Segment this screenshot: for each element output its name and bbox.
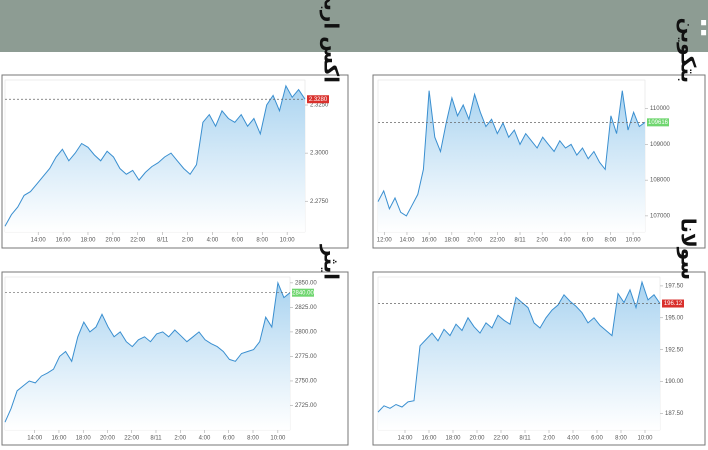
- y-tick-label: 2850.00: [295, 280, 317, 286]
- x-tick-label: 8/11: [150, 436, 162, 442]
- current-price-label: 2840.00: [292, 290, 314, 296]
- x-tick-label: 6:00: [591, 436, 603, 442]
- x-tick-label: 8/11: [157, 238, 169, 244]
- x-tick-label: 14:00: [399, 238, 415, 244]
- header-band: [0, 0, 708, 52]
- x-tick-label: 20:00: [100, 436, 116, 442]
- chart-title: ايثر: [320, 244, 344, 280]
- chart-title: سولانا: [677, 218, 701, 280]
- y-tick-label: 190.00: [665, 379, 684, 385]
- y-tick-label: 2.3250: [310, 103, 329, 109]
- area-fill: [378, 282, 660, 430]
- y-tick-label: 2750.00: [295, 379, 317, 385]
- y-tick-label: 187.50: [665, 411, 684, 417]
- x-tick-label: 22:00: [490, 238, 506, 244]
- current-price-label: 196.12: [664, 301, 683, 307]
- x-tick-label: 8:00: [247, 436, 259, 442]
- x-tick-label: 6:00: [231, 238, 243, 244]
- current-price-box: [307, 95, 329, 104]
- x-tick-label: 8/11: [514, 238, 526, 244]
- area-fill: [5, 282, 290, 430]
- x-tick-label: 10:00: [270, 436, 286, 442]
- x-tick-label: 16:00: [422, 238, 438, 244]
- current-price-box: [647, 118, 669, 127]
- x-tick-label: 20:00: [469, 436, 485, 442]
- x-tick-label: 10:00: [637, 436, 653, 442]
- x-tick-label: 22:00: [130, 238, 146, 244]
- price-line: [377, 280, 661, 413]
- y-tick-label: 2775.00: [295, 354, 317, 360]
- x-tick-label: 12:00: [377, 238, 393, 244]
- x-tick-label: 8:00: [256, 238, 268, 244]
- price-line: [377, 90, 646, 217]
- x-tick-label: 16:00: [421, 436, 437, 442]
- y-tick-label: 2725.00: [295, 403, 317, 409]
- y-tick-label: 109000: [650, 142, 671, 148]
- current-price-box: [292, 288, 314, 297]
- x-tick-label: 22:00: [124, 436, 140, 442]
- x-tick-label: 14:00: [27, 436, 43, 442]
- chart-title: اكس اربي: [319, 0, 344, 83]
- x-tick-label: 4:00: [559, 238, 571, 244]
- x-tick-label: 20:00: [467, 238, 483, 244]
- price-line: [4, 84, 306, 227]
- y-tick-label: 197.50: [665, 284, 684, 290]
- header-title: تحركات العملات الرقمية:: [698, 9, 708, 42]
- x-tick-label: 2:00: [182, 238, 194, 244]
- y-tick-label: 110000: [650, 106, 670, 112]
- x-tick-label: 14:00: [31, 238, 47, 244]
- y-tick-label: 107000: [650, 213, 671, 219]
- area-fill: [378, 90, 645, 232]
- x-tick-label: 10:00: [280, 238, 296, 244]
- current-price-label: 2.3280: [309, 97, 328, 103]
- x-tick-label: 2:00: [174, 436, 186, 442]
- current-price-label: 109616: [648, 120, 669, 126]
- x-tick-label: 16:00: [56, 238, 72, 244]
- x-tick-label: 8/11: [519, 436, 531, 442]
- area-fill: [5, 85, 305, 232]
- y-tick-label: 2825.00: [295, 305, 317, 311]
- x-tick-label: 4:00: [567, 436, 579, 442]
- x-tick-label: 10:00: [626, 238, 642, 244]
- x-tick-label: 22:00: [493, 436, 509, 442]
- x-tick-label: 14:00: [397, 436, 413, 442]
- x-tick-label: 4:00: [207, 238, 219, 244]
- x-tick-label: 2:00: [543, 436, 555, 442]
- x-tick-label: 18:00: [80, 238, 96, 244]
- x-tick-label: 8:00: [615, 436, 627, 442]
- y-tick-label: 108000: [650, 178, 671, 184]
- y-tick-label: 2.2750: [310, 199, 329, 205]
- x-tick-label: 6:00: [223, 436, 235, 442]
- x-tick-label: 16:00: [51, 436, 67, 442]
- x-tick-label: 18:00: [76, 436, 92, 442]
- y-tick-label: 2.3000: [310, 151, 329, 157]
- current-price-box: [662, 299, 684, 308]
- y-tick-label: 2800.00: [295, 330, 317, 336]
- y-tick-label: 195.00: [665, 315, 684, 321]
- chart-title: بتكوين: [677, 18, 701, 83]
- x-tick-label: 8:00: [605, 238, 617, 244]
- x-tick-label: 2:00: [536, 238, 548, 244]
- price-line: [4, 280, 291, 423]
- y-tick-label: 192.50: [665, 347, 684, 353]
- x-tick-label: 18:00: [444, 238, 460, 244]
- x-tick-label: 18:00: [445, 436, 461, 442]
- x-tick-label: 20:00: [105, 238, 121, 244]
- x-tick-label: 6:00: [582, 238, 594, 244]
- x-tick-label: 4:00: [199, 436, 211, 442]
